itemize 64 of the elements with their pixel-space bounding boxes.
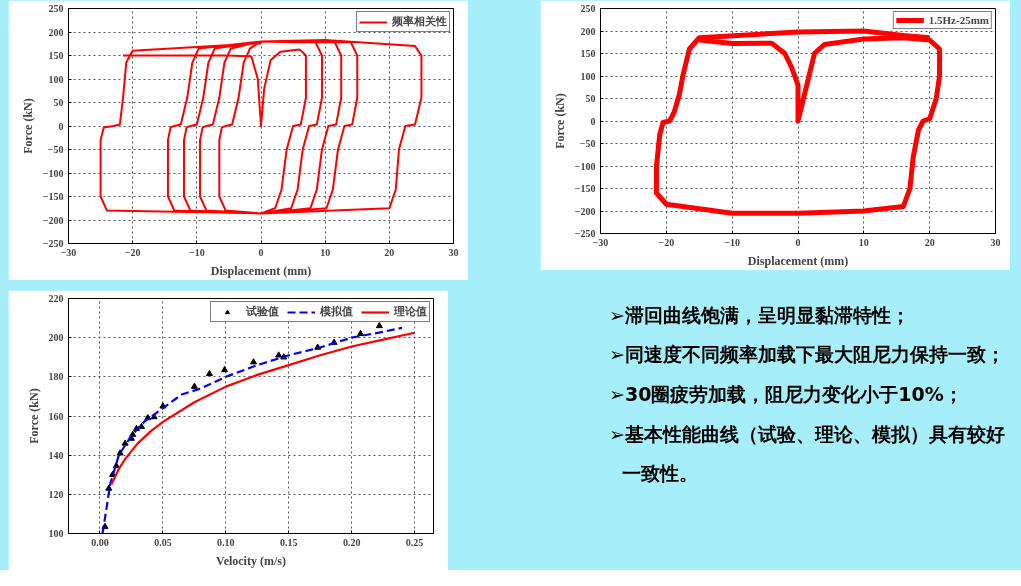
legend-label: 模拟值	[320, 304, 353, 319]
x-tick-label: 20	[384, 246, 395, 258]
x-tick-label: 30	[448, 246, 459, 258]
y-tick-label: 150	[48, 50, 64, 61]
y-tick-label: 100	[580, 70, 596, 82]
y-tick-label: 160	[48, 410, 64, 422]
legend-label: 1.5Hz-25mm	[928, 14, 989, 26]
x-tick-label: −10	[188, 246, 205, 258]
y-tick-label: 200	[48, 332, 64, 344]
y-tick-label: −250	[574, 228, 596, 239]
text: ➢基本性能曲线（试验、理论、模拟）具有较好一致性。	[609, 422, 1005, 485]
x-tick-label: 30	[990, 236, 1001, 248]
y-tick-label: 250	[48, 3, 64, 14]
y-tick-label: 100	[48, 73, 64, 85]
y-tick-label: −250	[42, 238, 64, 249]
y-tick-label: 50	[585, 93, 596, 104]
x-tick-label: 0.05	[154, 536, 172, 548]
text: ➢30圈疲劳加载，阻尼力变化小于10%；	[609, 382, 963, 405]
y-tick-label: −100	[42, 167, 64, 179]
x-tick-label: 0.20	[342, 536, 361, 548]
y-tick-label: −150	[42, 191, 64, 202]
y-tick-label: −50	[579, 138, 596, 149]
y-tick-label: −200	[42, 214, 64, 226]
y-tick-label: 140	[48, 449, 64, 461]
x-tick-label: 0.10	[217, 536, 235, 548]
x-tick-label: −30	[592, 236, 609, 248]
y-tick-label: 200	[580, 25, 596, 37]
y-tick-label: −50	[47, 144, 64, 155]
x-tick-label: 0	[258, 246, 264, 258]
x-tick-label: 10	[858, 236, 869, 248]
x-axis-title: Velocity (m/s)	[216, 553, 286, 568]
x-axis-title: Displacement (mm)	[747, 253, 849, 268]
y-tick-label: −150	[574, 183, 596, 194]
y-tick-label: 50	[53, 97, 64, 108]
legend-label: 频率相关性	[392, 14, 447, 29]
x-tick-label: 10	[320, 246, 331, 258]
x-tick-label: −10	[724, 236, 741, 248]
y-tick-label: 100	[48, 528, 64, 539]
y-tick-label: −100	[574, 160, 596, 172]
y-axis-title: Force (kN)	[552, 93, 567, 149]
legend-label: 试验值	[246, 304, 279, 319]
y-tick-label: 200	[48, 26, 64, 38]
y-tick-label: 220	[48, 293, 64, 304]
y-axis-title: Force (kN)	[26, 388, 41, 444]
x-tick-label: 0.25	[405, 536, 424, 548]
x-tick-label: 0.00	[91, 536, 109, 548]
x-tick-label: 20	[924, 236, 935, 248]
x-tick-label: 0	[795, 236, 801, 248]
y-tick-label: 250	[580, 3, 596, 14]
x-tick-label: −20	[658, 236, 675, 248]
x-tick-label: −30	[60, 246, 77, 258]
x-tick-label: 0.15	[280, 536, 298, 548]
y-tick-label: 180	[48, 371, 64, 383]
text: ➢同速度不同频率加载下最大阻尼力保持一致；	[609, 343, 1005, 366]
y-tick-label: 150	[580, 48, 596, 59]
y-tick-label: 0	[58, 120, 64, 132]
x-axis-title: Displacement (mm)	[210, 263, 312, 278]
y-tick-label: −200	[574, 205, 596, 217]
y-tick-label: 0	[590, 115, 596, 127]
legend-label: 理论值	[394, 304, 427, 319]
x-tick-label: −20	[124, 246, 141, 258]
y-axis-title: Force (kN)	[20, 98, 35, 154]
y-tick-label: 120	[48, 488, 64, 500]
text: ➢滞回曲线饱满，呈明显黏滞特性；	[609, 303, 910, 326]
